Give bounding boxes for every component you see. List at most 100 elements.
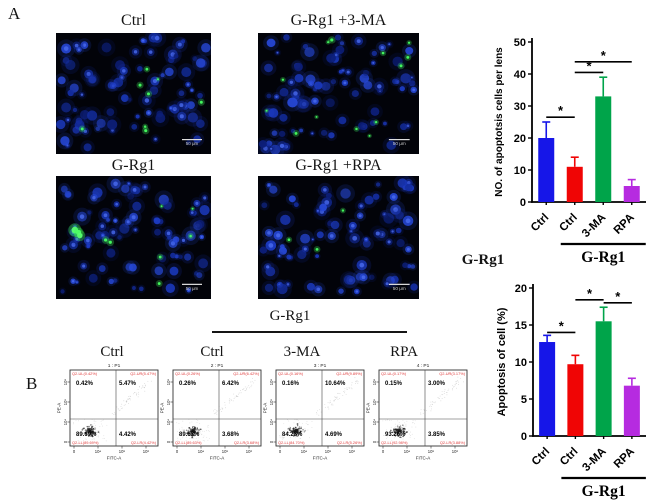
svg-text:FITC-A: FITC-A bbox=[313, 456, 328, 461]
flow-cytometry-plot: 4 : P1 Q2-UL(0.17%) Q2-UR(3.17%) Q2-LL(92.9… bbox=[366, 363, 468, 461]
micrograph-title-grg1: G-Rg1 bbox=[111, 157, 156, 174]
svg-text:Q2-UL(0.42%): Q2-UL(0.42%) bbox=[72, 371, 98, 376]
svg-text:Q2-LL(84.70%): Q2-LL(84.70%) bbox=[278, 440, 305, 445]
flow-col-label-ctrl-2: Ctrl bbox=[200, 344, 224, 360]
svg-text:4.69%: 4.69% bbox=[325, 432, 343, 438]
svg-text:0.26%: 0.26% bbox=[179, 381, 197, 387]
svg-text:3.68%: 3.68% bbox=[222, 432, 240, 438]
svg-text:10: 10 bbox=[514, 165, 526, 177]
svg-text:5.47%: 5.47% bbox=[119, 381, 137, 387]
svg-text:10.64%: 10.64% bbox=[325, 381, 346, 387]
svg-text:10⁴: 10⁴ bbox=[269, 419, 274, 426]
svg-text:15: 15 bbox=[515, 320, 527, 332]
svg-text:89.69%: 89.69% bbox=[76, 432, 97, 438]
svg-text:0: 0 bbox=[382, 449, 385, 454]
svg-text:10⁴: 10⁴ bbox=[166, 419, 171, 426]
svg-text:40: 40 bbox=[514, 69, 526, 81]
apoptosis-count-bar-chart: 0 10 20 30 40 50 NO. of apoptotsis cells per l… bbox=[494, 37, 646, 266]
svg-text:10⁶: 10⁶ bbox=[372, 379, 377, 386]
flow-col-label-rpa: RPA bbox=[390, 344, 418, 360]
svg-text:50 μm: 50 μm bbox=[393, 141, 406, 146]
svg-text:FITC-A: FITC-A bbox=[107, 456, 122, 461]
flow-cytometry-plot: 2 : P1 Q2-UL(0.26%) Q2-UR(6.42%) Q2-LL(89.6… bbox=[160, 363, 262, 461]
svg-text:10⁴: 10⁴ bbox=[372, 419, 377, 426]
svg-text:20: 20 bbox=[515, 283, 527, 295]
svg-text:10⁵: 10⁵ bbox=[372, 399, 377, 406]
svg-text:50: 50 bbox=[514, 37, 526, 49]
svg-text:0.15%: 0.15% bbox=[385, 381, 403, 387]
svg-text:*: * bbox=[587, 286, 593, 301]
svg-text:*: * bbox=[601, 48, 607, 63]
svg-text:1 : P1: 1 : P1 bbox=[108, 363, 121, 369]
svg-text:0.42%: 0.42% bbox=[76, 381, 94, 387]
svg-text:PE-A: PE-A bbox=[263, 403, 268, 414]
svg-text:4.42%: 4.42% bbox=[119, 432, 137, 438]
svg-text:50 μm: 50 μm bbox=[186, 286, 199, 291]
svg-text:G-Rg1: G-Rg1 bbox=[582, 483, 626, 500]
flow-col-label-3ma: 3-MA bbox=[283, 344, 321, 360]
svg-text:NO. of apoptotsis cells per le: NO. of apoptotsis cells per lens bbox=[494, 47, 505, 197]
svg-text:Q2-LL(92.98%): Q2-LL(92.98%) bbox=[381, 440, 408, 445]
svg-text:FITC-A: FITC-A bbox=[210, 456, 225, 461]
svg-text:PE-A: PE-A bbox=[366, 403, 371, 414]
svg-text:10⁵: 10⁵ bbox=[428, 449, 435, 454]
svg-text:10⁶: 10⁶ bbox=[166, 379, 171, 386]
svg-text:10⁵: 10⁵ bbox=[269, 399, 274, 406]
svg-text:Q2-UR(9.89%): Q2-UR(9.89%) bbox=[336, 371, 362, 376]
svg-text:84.28%: 84.28% bbox=[282, 432, 303, 438]
svg-text:PE-A: PE-A bbox=[160, 403, 165, 414]
svg-text:Q2-LR(4.42%): Q2-LR(4.42%) bbox=[131, 440, 157, 445]
svg-text:10⁴: 10⁴ bbox=[95, 449, 102, 454]
svg-text:10⁴: 10⁴ bbox=[63, 419, 68, 426]
svg-text:Q2-LL(89.63%): Q2-LL(89.63%) bbox=[175, 440, 202, 445]
svg-text:3-MA: 3-MA bbox=[580, 212, 608, 240]
svg-text:RPA: RPA bbox=[612, 446, 637, 471]
svg-text:0: 0 bbox=[520, 197, 526, 209]
svg-text:30: 30 bbox=[514, 101, 526, 113]
svg-text:0.16%: 0.16% bbox=[282, 381, 300, 387]
svg-text:89.63%: 89.63% bbox=[179, 432, 200, 438]
svg-text:2 : P1: 2 : P1 bbox=[211, 363, 224, 369]
svg-text:Q2-UR(6.42%): Q2-UR(6.42%) bbox=[233, 371, 259, 376]
svg-text:3 : P1: 3 : P1 bbox=[314, 363, 327, 369]
svg-text:Q2-UL(0.17%): Q2-UL(0.17%) bbox=[381, 371, 407, 376]
svg-text:Q2-LR(5.26%): Q2-LR(5.26%) bbox=[337, 440, 363, 445]
flow-col-label-ctrl-1: Ctrl bbox=[100, 344, 124, 360]
svg-text:Ctrl: Ctrl bbox=[530, 446, 552, 468]
svg-text:PE-A: PE-A bbox=[57, 403, 62, 414]
fluorescence-micrograph: 50 μm bbox=[56, 176, 211, 299]
svg-text:10⁵: 10⁵ bbox=[166, 399, 171, 406]
svg-text:G-Rg1: G-Rg1 bbox=[581, 249, 625, 266]
svg-text:10⁴: 10⁴ bbox=[301, 449, 308, 454]
svg-text:FITC-A: FITC-A bbox=[416, 456, 431, 461]
svg-text:10⁵: 10⁵ bbox=[63, 399, 68, 406]
svg-text:*: * bbox=[559, 318, 565, 333]
svg-text:10: 10 bbox=[515, 357, 527, 369]
svg-text:0: 0 bbox=[63, 440, 68, 443]
svg-text:10⁶: 10⁶ bbox=[143, 449, 150, 454]
fluorescence-micrograph: 50 μm bbox=[258, 176, 419, 299]
svg-text:Ctrl: Ctrl bbox=[557, 212, 579, 234]
svg-text:0: 0 bbox=[166, 440, 171, 443]
svg-text:*: * bbox=[615, 289, 621, 304]
svg-text:Q2-UL(0.16%): Q2-UL(0.16%) bbox=[278, 371, 304, 376]
svg-text:93.26%: 93.26% bbox=[385, 432, 406, 438]
svg-text:10⁵: 10⁵ bbox=[119, 449, 126, 454]
svg-text:50 μm: 50 μm bbox=[186, 141, 199, 146]
svg-text:5: 5 bbox=[521, 394, 527, 406]
svg-text:3-MA: 3-MA bbox=[580, 446, 608, 474]
svg-text:Q2-LR(3.88%): Q2-LR(3.88%) bbox=[440, 440, 466, 445]
svg-text:20: 20 bbox=[514, 133, 526, 145]
svg-text:3.85%: 3.85% bbox=[428, 432, 446, 438]
svg-text:50 μm: 50 μm bbox=[393, 286, 406, 291]
svg-text:0: 0 bbox=[372, 440, 377, 443]
svg-text:Ctrl: Ctrl bbox=[558, 446, 580, 468]
svg-text:RPA: RPA bbox=[612, 212, 637, 237]
svg-text:Q2-UR(3.17%): Q2-UR(3.17%) bbox=[439, 371, 465, 376]
svg-text:10⁶: 10⁶ bbox=[452, 449, 459, 454]
grg1-mid-label: G-Rg1 bbox=[461, 252, 505, 268]
svg-text:Ctrl: Ctrl bbox=[529, 212, 551, 234]
svg-text:0: 0 bbox=[279, 449, 282, 454]
panel-a-label: A bbox=[8, 4, 21, 23]
